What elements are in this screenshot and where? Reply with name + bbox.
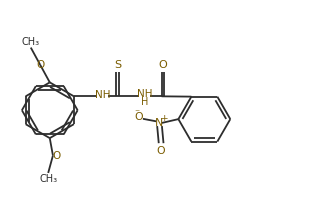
Text: O: O: [157, 146, 165, 156]
Text: H: H: [141, 97, 149, 107]
Text: S: S: [114, 60, 121, 70]
Text: N: N: [155, 118, 163, 128]
Text: CH₃: CH₃: [39, 174, 57, 184]
Text: O: O: [36, 60, 45, 70]
Text: ⁻: ⁻: [134, 108, 139, 118]
Text: O: O: [135, 112, 143, 122]
Text: O: O: [159, 60, 168, 70]
Text: O: O: [52, 150, 60, 161]
Text: CH₃: CH₃: [22, 37, 40, 47]
Text: NH: NH: [137, 89, 153, 99]
Text: NH: NH: [95, 90, 110, 100]
Text: +: +: [160, 114, 168, 123]
